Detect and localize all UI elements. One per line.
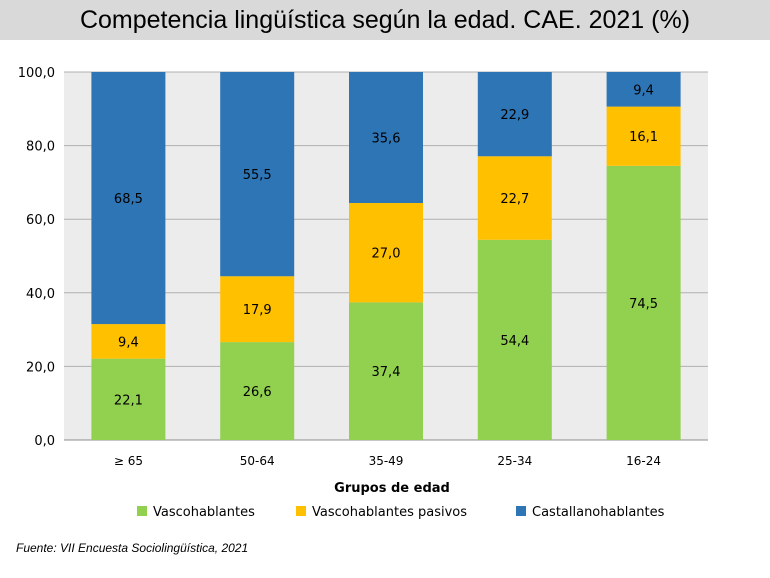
bar-segment: [349, 203, 423, 303]
bar-segment: [349, 302, 423, 440]
bar-segment: [220, 276, 295, 343]
bar-segment: [220, 72, 295, 277]
y-tick-label: 100,0: [18, 66, 55, 81]
y-tick-label: 80,0: [26, 140, 55, 155]
legend-label: Vascohablantes: [153, 505, 255, 520]
bar-segment: [349, 72, 423, 204]
bar-segment: [477, 72, 552, 157]
data-label: 55,5: [243, 168, 272, 183]
data-label: 17,9: [243, 303, 272, 318]
y-tick-label: 40,0: [26, 287, 55, 302]
data-label: 74,5: [629, 297, 658, 312]
title-bar: Competencia lingüística según la edad. C…: [0, 0, 770, 40]
bar-segment: [606, 106, 681, 166]
y-tick-label: 20,0: [26, 360, 55, 375]
data-label: 22,7: [500, 192, 529, 207]
data-label: 22,1: [114, 393, 143, 408]
data-label: 26,6: [243, 385, 272, 400]
bar-segment: [477, 156, 552, 240]
x-tick-label: ≥ 65: [114, 454, 143, 468]
legend-label: Castallanohablantes: [532, 505, 665, 520]
x-axis-title: Grupos de edad: [334, 481, 450, 496]
x-tick-label: 16-24: [626, 454, 661, 468]
bar-segment: [91, 324, 166, 359]
data-label: 37,4: [372, 365, 401, 380]
bar-segment: [606, 72, 681, 107]
x-tick-label: 25-34: [497, 454, 532, 468]
chart: 0,0 20,0 40,0 60,0 80,0 100,0 22,1 9,4 68,5 ≥ 65 2…: [18, 66, 708, 520]
data-label: 16,1: [629, 130, 658, 145]
x-tick-label: 35-49: [369, 454, 404, 468]
data-label: 54,4: [500, 334, 529, 349]
bar-segment: [91, 358, 166, 440]
data-label: 9,4: [633, 83, 654, 98]
y-tick-label: 0,0: [34, 434, 55, 449]
legend-swatch: [137, 506, 147, 516]
x-tick-label: 50-64: [240, 454, 275, 468]
legend-swatch: [516, 506, 526, 516]
chart-title: Competencia lingüística según la edad. C…: [79, 5, 691, 34]
data-label: 27,0: [372, 247, 401, 262]
bar-segment: [220, 342, 295, 440]
bar-segment: [477, 239, 552, 440]
y-tick-label: 60,0: [26, 213, 55, 228]
source-note: Fuente: VII Encuesta Sociolingüística, 2…: [16, 541, 249, 555]
legend-swatch: [296, 506, 306, 516]
data-label: 9,4: [118, 335, 139, 350]
bar-segment: [606, 165, 681, 440]
data-label: 22,9: [500, 108, 529, 123]
data-label: 68,5: [114, 192, 143, 207]
legend-label: Vascohablantes pasivos: [312, 505, 467, 520]
data-label: 35,6: [372, 132, 401, 147]
bar-segment: [91, 72, 166, 325]
